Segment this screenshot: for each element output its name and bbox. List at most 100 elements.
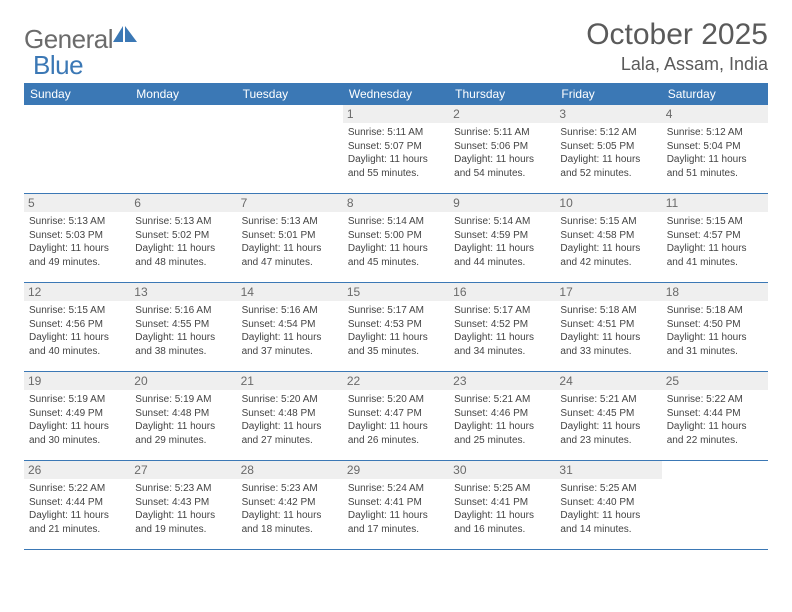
- daylight-text: Daylight: 11 hours and 21 minutes.: [29, 509, 125, 536]
- sunset-text: Sunset: 4:54 PM: [242, 318, 338, 332]
- day-number: 5: [24, 194, 130, 212]
- day-number: 23: [449, 372, 555, 390]
- daylight-text: Daylight: 11 hours and 34 minutes.: [454, 331, 550, 358]
- day-number: 31: [555, 461, 661, 479]
- calendar-week: 1Sunrise: 5:11 AMSunset: 5:07 PMDaylight…: [24, 105, 768, 194]
- calendar-cell: [24, 105, 130, 193]
- sunrise-text: Sunrise: 5:16 AM: [242, 304, 338, 318]
- daylight-text: Daylight: 11 hours and 17 minutes.: [348, 509, 444, 536]
- sunrise-text: Sunrise: 5:23 AM: [135, 482, 231, 496]
- sunrise-text: Sunrise: 5:20 AM: [242, 393, 338, 407]
- title-block: October 2025 Lala, Assam, India: [586, 18, 768, 75]
- sunrise-text: Sunrise: 5:11 AM: [348, 126, 444, 140]
- day-number: 13: [130, 283, 236, 301]
- calendar-week: 19Sunrise: 5:19 AMSunset: 4:49 PMDayligh…: [24, 372, 768, 461]
- sunrise-text: Sunrise: 5:13 AM: [135, 215, 231, 229]
- calendar-cell: 23Sunrise: 5:21 AMSunset: 4:46 PMDayligh…: [449, 372, 555, 460]
- daylight-text: Daylight: 11 hours and 51 minutes.: [667, 153, 763, 180]
- daylight-text: Daylight: 11 hours and 31 minutes.: [667, 331, 763, 358]
- calendar-cell: 30Sunrise: 5:25 AMSunset: 4:41 PMDayligh…: [449, 461, 555, 549]
- sunset-text: Sunset: 4:56 PM: [29, 318, 125, 332]
- sunset-text: Sunset: 4:47 PM: [348, 407, 444, 421]
- dow-header-row: Sunday Monday Tuesday Wednesday Thursday…: [24, 83, 768, 105]
- daylight-text: Daylight: 11 hours and 42 minutes.: [560, 242, 656, 269]
- daylight-text: Daylight: 11 hours and 33 minutes.: [560, 331, 656, 358]
- day-number: 2: [449, 105, 555, 123]
- calendar-cell: 3 Sunrise: 5:12 AMSunset: 5:05 PMDaylight…: [555, 105, 661, 193]
- calendar-cell: 10Sunrise: 5:15 AMSunset: 4:58 PMDayligh…: [555, 194, 661, 282]
- sunrise-text: Sunrise: 5:18 AM: [560, 304, 656, 318]
- sunset-text: Sunset: 4:53 PM: [348, 318, 444, 332]
- sunrise-text: Sunrise: 5:25 AM: [560, 482, 656, 496]
- calendar-cell: [130, 105, 236, 193]
- day-number: 25: [662, 372, 768, 390]
- calendar-cell: 11Sunrise: 5:15 AMSunset: 4:57 PMDayligh…: [662, 194, 768, 282]
- calendar-week: 12Sunrise: 5:15 AMSunset: 4:56 PMDayligh…: [24, 283, 768, 372]
- daylight-text: Daylight: 11 hours and 52 minutes.: [560, 153, 656, 180]
- day-number: 21: [237, 372, 343, 390]
- weeks-container: 1Sunrise: 5:11 AMSunset: 5:07 PMDaylight…: [24, 105, 768, 550]
- day-number: 26: [24, 461, 130, 479]
- day-number: 1: [343, 105, 449, 123]
- daylight-text: Daylight: 11 hours and 55 minutes.: [348, 153, 444, 180]
- sunrise-text: Sunrise: 5:12 AM: [560, 126, 656, 140]
- day-number: 28: [237, 461, 343, 479]
- day-number: 14: [237, 283, 343, 301]
- sunset-text: Sunset: 4:51 PM: [560, 318, 656, 332]
- sunset-text: Sunset: 4:49 PM: [29, 407, 125, 421]
- sunset-text: Sunset: 4:41 PM: [454, 496, 550, 510]
- daylight-text: Daylight: 11 hours and 41 minutes.: [667, 242, 763, 269]
- day-number: 30: [449, 461, 555, 479]
- sunset-text: Sunset: 4:43 PM: [135, 496, 231, 510]
- daylight-text: Daylight: 11 hours and 27 minutes.: [242, 420, 338, 447]
- calendar-cell: 29Sunrise: 5:24 AMSunset: 4:41 PMDayligh…: [343, 461, 449, 549]
- sunset-text: Sunset: 4:41 PM: [348, 496, 444, 510]
- sunset-text: Sunset: 5:03 PM: [29, 229, 125, 243]
- calendar-cell: 18Sunrise: 5:18 AMSunset: 4:50 PMDayligh…: [662, 283, 768, 371]
- calendar-cell: 16Sunrise: 5:17 AMSunset: 4:52 PMDayligh…: [449, 283, 555, 371]
- sunset-text: Sunset: 4:55 PM: [135, 318, 231, 332]
- day-number: 11: [662, 194, 768, 212]
- sunset-text: Sunset: 4:58 PM: [560, 229, 656, 243]
- sunset-text: Sunset: 5:06 PM: [454, 140, 550, 154]
- calendar-cell: 12Sunrise: 5:15 AMSunset: 4:56 PMDayligh…: [24, 283, 130, 371]
- daylight-text: Daylight: 11 hours and 14 minutes.: [560, 509, 656, 536]
- daylight-text: Daylight: 11 hours and 18 minutes.: [242, 509, 338, 536]
- sunset-text: Sunset: 5:00 PM: [348, 229, 444, 243]
- day-number: 3: [555, 105, 661, 123]
- daylight-text: Daylight: 11 hours and 47 minutes.: [242, 242, 338, 269]
- calendar-cell: 27Sunrise: 5:23 AMSunset: 4:43 PMDayligh…: [130, 461, 236, 549]
- calendar-cell: 31 Sunrise: 5:25 AMSunset: 4:40 PMDayligh…: [555, 461, 661, 549]
- logo-text-part2: Blue: [33, 50, 83, 80]
- daylight-text: Daylight: 11 hours and 29 minutes.: [135, 420, 231, 447]
- daylight-text: Daylight: 11 hours and 49 minutes.: [29, 242, 125, 269]
- day-number: 18: [662, 283, 768, 301]
- location-label: Lala, Assam, India: [586, 54, 768, 75]
- sunrise-text: Sunrise: 5:14 AM: [348, 215, 444, 229]
- calendar-week: 5Sunrise: 5:13 AMSunset: 5:03 PMDaylight…: [24, 194, 768, 283]
- calendar-cell: 1Sunrise: 5:11 AMSunset: 5:07 PMDaylight…: [343, 105, 449, 193]
- daylight-text: Daylight: 11 hours and 19 minutes.: [135, 509, 231, 536]
- daylight-text: Daylight: 11 hours and 37 minutes.: [242, 331, 338, 358]
- day-number: 17: [555, 283, 661, 301]
- header: General October 2025 Lala, Assam, India: [24, 18, 768, 75]
- calendar-cell: 25Sunrise: 5:22 AMSunset: 4:44 PMDayligh…: [662, 372, 768, 460]
- day-number: 24: [555, 372, 661, 390]
- daylight-text: Daylight: 11 hours and 22 minutes.: [667, 420, 763, 447]
- calendar-cell: 4Sunrise: 5:12 AMSunset: 5:04 PMDaylight…: [662, 105, 768, 193]
- sunset-text: Sunset: 4:46 PM: [454, 407, 550, 421]
- calendar-cell: 20Sunrise: 5:19 AMSunset: 4:48 PMDayligh…: [130, 372, 236, 460]
- calendar-cell: 6Sunrise: 5:13 AMSunset: 5:02 PMDaylight…: [130, 194, 236, 282]
- daylight-text: Daylight: 11 hours and 30 minutes.: [29, 420, 125, 447]
- sunset-text: Sunset: 4:59 PM: [454, 229, 550, 243]
- calendar-cell: 15Sunrise: 5:17 AMSunset: 4:53 PMDayligh…: [343, 283, 449, 371]
- day-number: 7: [237, 194, 343, 212]
- sunrise-text: Sunrise: 5:13 AM: [242, 215, 338, 229]
- day-number: 9: [449, 194, 555, 212]
- day-number: 10: [555, 194, 661, 212]
- daylight-text: Daylight: 11 hours and 48 minutes.: [135, 242, 231, 269]
- sunset-text: Sunset: 4:40 PM: [560, 496, 656, 510]
- sunset-text: Sunset: 5:05 PM: [560, 140, 656, 154]
- calendar-cell: 2Sunrise: 5:11 AMSunset: 5:06 PMDaylight…: [449, 105, 555, 193]
- sunrise-text: Sunrise: 5:17 AM: [454, 304, 550, 318]
